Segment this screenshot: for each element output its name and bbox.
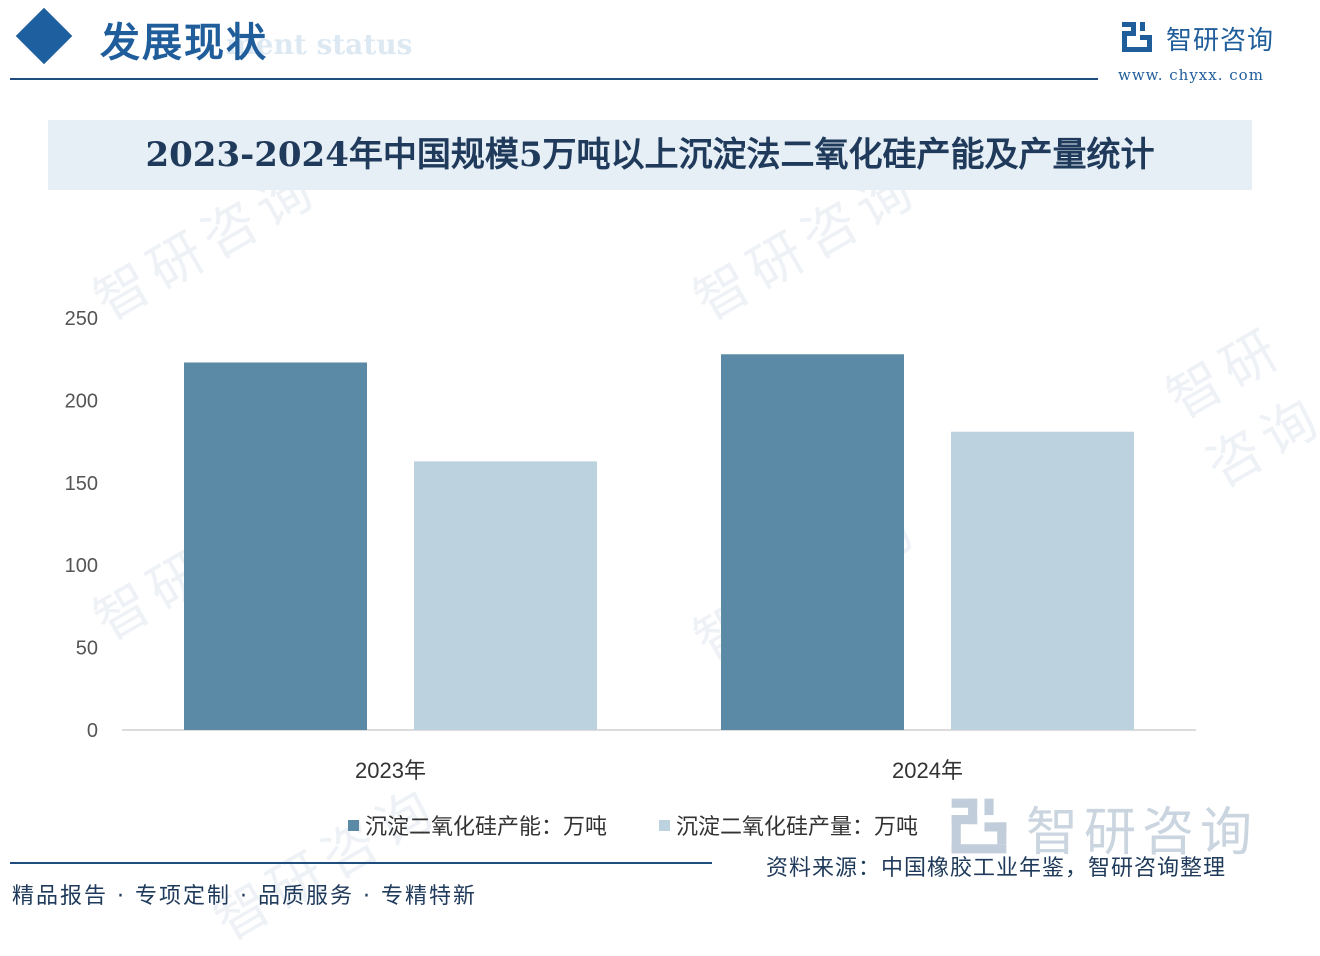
watermark-brand: 智研咨询 [1026,803,1259,863]
legend-item-capacity: 沉淀二氧化硅产能：万吨 [348,809,607,841]
bar-output [414,461,597,730]
legend-swatch [348,819,359,831]
brand-name: 智研咨询 [1166,26,1275,56]
bar-chart: 0 50 100 150 200 250 2023年 2024年 [65,308,1196,783]
y-tick-label: 100 [65,555,98,577]
y-tick-label: 250 [65,308,98,330]
brand-url: www. chyxx. com [1118,66,1264,84]
bar-capacity [721,354,904,730]
y-tick-label: 200 [65,390,98,412]
chart-title: 2023-2024年中国规模5万吨以上沉淀法二氧化硅产能及产量统计 [145,135,1155,175]
page-title: 发展现状 [100,20,268,66]
legend-label: 沉淀二氧化硅产能：万吨 [365,815,608,840]
source-note: 资料来源：中国橡胶工业年鉴，智研咨询整理 [766,856,1227,881]
y-tick-label: 0 [87,720,98,742]
y-tick-label: 50 [76,638,98,660]
chart-title-band [48,120,1252,190]
header-subtitle: ment status [226,28,413,61]
watermark-logo-icon [951,798,1007,854]
chart-legend: 沉淀二氧化硅产能：万吨 沉淀二氧化硅产量：万吨 [348,808,970,842]
legend-swatch [659,819,671,831]
legend-label: 沉淀二氧化硅产量：万吨 [676,815,919,840]
zhiyan-logo-icon [1122,22,1152,52]
x-tick-label: 2024年 [892,758,963,783]
legend-item-output: 沉淀二氧化硅产量：万吨 [659,809,918,841]
footer-divider [10,862,712,864]
bar-output [951,431,1134,730]
y-tick-label: 150 [65,473,98,495]
footer-tagline: 精品报告 · 专项定制 · 品质服务 · 专精特新 [12,884,477,909]
bar-capacity [184,362,367,730]
header-divider [10,78,1098,80]
x-tick-label: 2023年 [355,758,426,783]
